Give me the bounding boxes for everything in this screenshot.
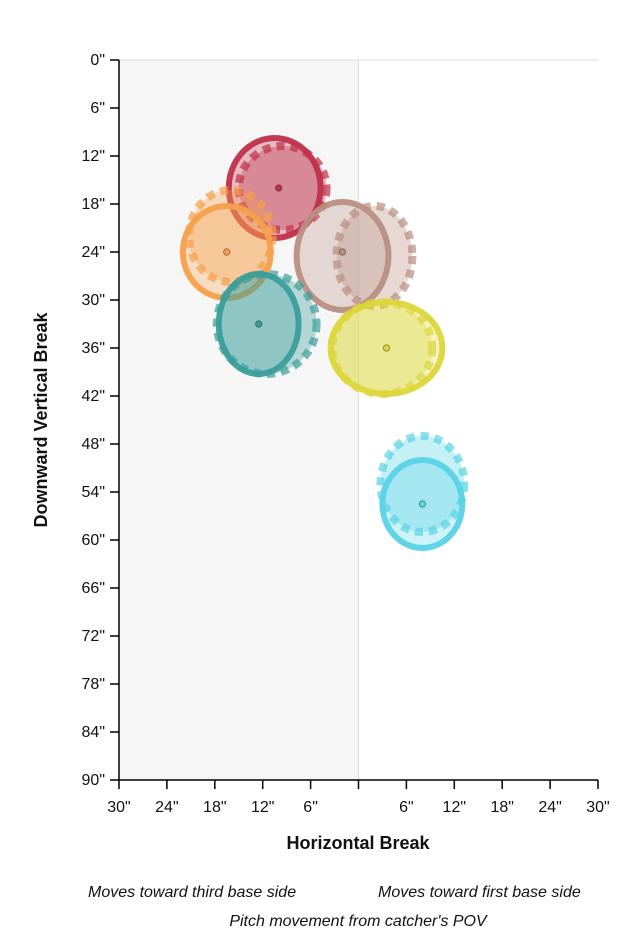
x-tick-label: 24" [155,799,178,816]
y-axis-title: Downward Vertical Break [31,311,51,527]
y-tick-label: 18" [82,196,105,213]
y-tick-label: 90" [82,772,105,789]
x-tick-label: 18" [490,799,513,816]
pitch-group [212,270,321,378]
center-point [223,248,231,256]
pitch-ellipses [179,135,469,551]
center-point [338,248,347,256]
y-tick-label: 12" [82,148,105,165]
dashed-ellipse [376,432,469,536]
x-tick-label: 18" [203,799,226,816]
pitch-group [376,432,469,551]
y-tick-label: 66" [82,580,105,597]
y-tick-label: 60" [82,532,105,549]
third-base-note: Moves toward third base side [88,884,297,901]
x-tick-label: 12" [251,799,274,816]
pov-note: Pitch movement from catcher's POV [229,913,487,930]
center-point [255,320,263,328]
x-tick-label: 24" [538,799,561,816]
center-point [274,184,283,192]
y-tick-label: 48" [82,436,105,453]
x-tick-label: 6" [303,799,318,816]
plot-background [119,59,598,780]
pitch-group [327,298,446,398]
y-tick-label: 6" [90,100,105,117]
center-point [382,344,391,352]
y-tick-label: 54" [82,484,105,501]
x-axis-title: Horizontal Break [286,833,430,853]
y-tick-label: 36" [82,340,105,357]
first-base-note: Moves toward first base side [378,884,581,901]
y-tick-label: 30" [82,292,105,309]
solid-ellipse [293,199,392,313]
x-tick-label: 6" [399,799,414,816]
y-tick-label: 24" [82,244,105,261]
center-point [418,500,427,508]
axes: 0" 6" 12" 18" 24" 30" 36" 42" 48" 54" 60" 66" 72" 78"… [82,52,610,816]
y-tick-label: 78" [82,676,105,693]
y-tick-label: 0" [90,52,105,69]
x-tick-label: 30" [107,799,130,816]
x-tick-label: 30" [586,799,609,816]
y-tick-label: 72" [82,628,105,645]
x-tick-label: 12" [443,799,466,816]
y-tick-label: 42" [82,388,105,405]
pitch-group [293,199,417,313]
y-tick-label: 84" [82,724,105,741]
dashed-ellipse [332,202,417,310]
